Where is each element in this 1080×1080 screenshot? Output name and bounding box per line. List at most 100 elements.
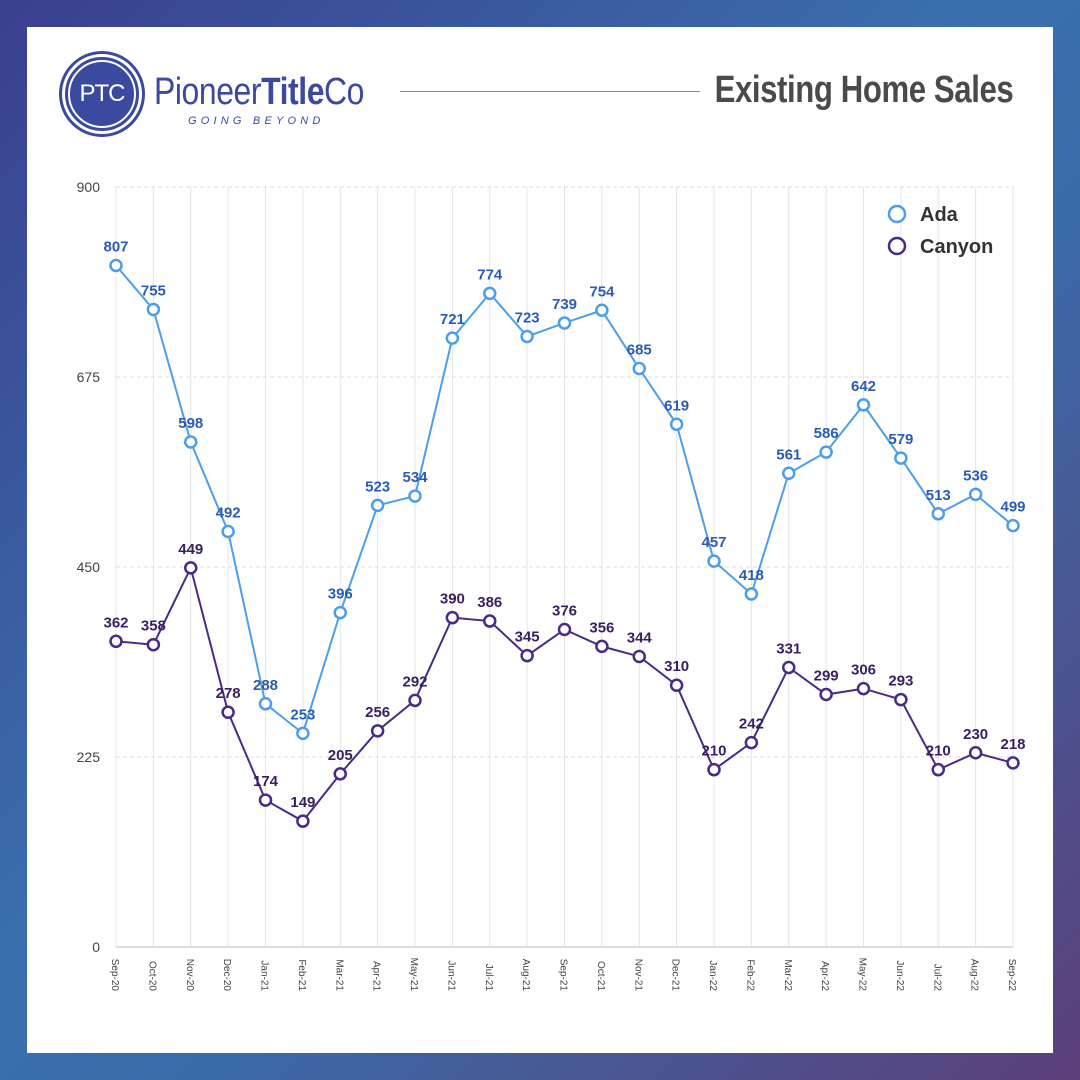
ada-data-label: 807 [103, 239, 128, 256]
canyon-data-point [632, 649, 646, 664]
canyon-data-label: 376 [552, 602, 577, 619]
canyon-data-point [707, 762, 721, 777]
ada-data-label: 457 [701, 534, 726, 551]
ada-data-point [931, 507, 945, 521]
ada-data-point [856, 398, 871, 412]
ada-data-label: 288 [253, 677, 278, 694]
canyon-legend-marker [887, 236, 907, 256]
canyon-data-label: 210 [701, 743, 726, 760]
x-tick-label: Jun-21 [445, 960, 456, 991]
x-tick-label: Mar-22 [782, 959, 793, 991]
ada-data-point [632, 361, 646, 376]
logo: PTC PioneerTitleCo GOING BEYOND [62, 49, 402, 139]
x-tick-label: Jun-22 [894, 960, 905, 991]
ada-data-label: 739 [552, 296, 577, 313]
ada-data-point [968, 487, 983, 502]
ada-data-label: 619 [664, 397, 689, 414]
ada-data-label: 755 [141, 282, 166, 299]
canyon-data-label: 299 [814, 668, 839, 685]
canyon-data-point [258, 793, 273, 807]
canyon-data-point [520, 648, 534, 663]
x-tick-label: Oct-20 [146, 961, 157, 991]
canyon-data-point [894, 692, 908, 707]
ada-data-label: 723 [515, 309, 540, 326]
canyon-legend-label: Canyon [920, 236, 993, 258]
ada-data-point [819, 445, 833, 459]
x-tick-label: Sep-22 [1006, 959, 1017, 992]
y-tick-label: 225 [77, 749, 101, 765]
canyon-data-point [931, 762, 945, 777]
x-tick-label: Jul-21 [483, 964, 494, 992]
x-tick-label: Oct-21 [595, 961, 606, 991]
ada-data-point [109, 258, 123, 273]
canyon-data-label: 362 [103, 614, 128, 631]
x-tick-label: May-21 [408, 958, 419, 992]
canyon-data-label: 174 [253, 773, 279, 790]
ada-data-point [445, 331, 460, 345]
brand-name: PioneerTitleCo [154, 71, 364, 114]
x-tick-label: Sep-21 [558, 959, 569, 992]
canyon-data-point [856, 681, 871, 696]
canyon-data-label: 205 [328, 747, 353, 764]
ada-data-point [744, 587, 759, 601]
ada-legend-label: Ada [920, 204, 959, 226]
canyon-data-point [1006, 756, 1020, 770]
y-tick-label: 450 [77, 559, 101, 575]
ada-data-label: 754 [589, 283, 615, 300]
page-title: Existing Home Sales [714, 69, 1013, 111]
canyon-data-point [184, 561, 198, 575]
x-tick-label: Dec-21 [670, 959, 681, 992]
x-tick-label: May-22 [857, 958, 868, 992]
y-tick-label: 900 [77, 179, 101, 195]
canyon-data-label: 386 [477, 594, 502, 611]
canyon-data-point [408, 693, 422, 708]
canyon-data-point [819, 687, 833, 702]
ada-data-point [370, 498, 385, 513]
canyon-data-point [968, 746, 983, 760]
ada-data-label: 536 [963, 467, 988, 484]
ada-data-point [408, 489, 422, 503]
canyon-data-label: 358 [141, 618, 166, 635]
canyon-data-point [782, 660, 796, 675]
x-tick-label: Mar-21 [333, 959, 344, 991]
canyon-data-label: 292 [402, 673, 427, 690]
canyon-data-label: 306 [851, 662, 876, 679]
ada-data-label: 721 [440, 311, 465, 328]
canyon-data-point [483, 614, 497, 628]
canyon-data-label: 278 [216, 685, 241, 702]
ada-data-point [782, 466, 796, 481]
ada-data-point [184, 435, 198, 449]
y-tick-label: 675 [77, 369, 101, 385]
ada-data-point [258, 697, 273, 711]
canyon-data-point [669, 678, 684, 692]
ada-data-label: 598 [178, 415, 203, 432]
ada-data-label: 685 [627, 342, 652, 359]
ada-data-point [333, 605, 347, 620]
logo-badge-icon: PTC [62, 54, 142, 134]
canyon-data-point [744, 735, 759, 750]
ada-data-label: 523 [365, 478, 390, 495]
canyon-data-label: 293 [888, 673, 913, 690]
ada-data-label: 396 [328, 586, 353, 603]
chart-card: PTC PioneerTitleCo GOING BEYOND Existing… [27, 27, 1053, 1053]
brand-bold: Title [261, 71, 325, 113]
x-tick-label: Feb-21 [296, 959, 307, 991]
ada-data-label: 499 [1000, 499, 1025, 516]
canyon-data-point [595, 639, 609, 654]
ada-data-label: 561 [776, 446, 801, 463]
logo-mark: PTC [68, 60, 136, 128]
ada-data-label: 579 [888, 431, 913, 448]
ada-data-point [483, 286, 497, 301]
x-tick-label: Nov-21 [632, 959, 643, 992]
ada-data-point [1006, 518, 1020, 533]
ada-data-label: 586 [814, 425, 839, 442]
header-divider [400, 91, 700, 92]
canyon-data-point [333, 767, 347, 781]
ada-data-label: 253 [290, 706, 315, 723]
ada-data-label: 513 [926, 487, 951, 504]
x-tick-label: Dec-20 [221, 959, 232, 992]
x-tick-label: Sep-20 [109, 959, 120, 992]
x-tick-label: Jan-22 [707, 960, 718, 991]
canyon-data-label: 242 [739, 716, 764, 733]
